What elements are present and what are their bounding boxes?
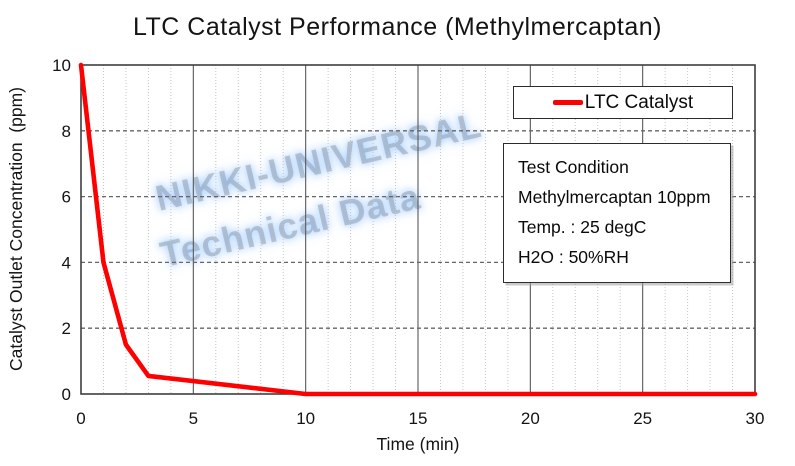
y-tick-label: 0: [62, 385, 71, 404]
test-condition-box: Test Condition Methylmercaptan 10ppm Tem…: [503, 143, 731, 283]
x-tick-label: 0: [76, 409, 85, 428]
legend-label: LTC Catalyst: [584, 91, 694, 113]
x-tick-label: 25: [633, 409, 652, 428]
x-tick-label: 15: [409, 409, 428, 428]
x-tick-label: 10: [296, 409, 315, 428]
y-axis-title-text: Catalyst Outlet Concentration (ppm): [6, 87, 26, 372]
y-tick-label: 6: [62, 188, 71, 207]
x-tick-label: 20: [521, 409, 540, 428]
test-condition-line: Methylmercaptan 10ppm: [518, 187, 711, 207]
series-line: [78, 62, 758, 397]
test-condition-line: H2O : 50%RH: [518, 247, 629, 267]
y-tick-label: 2: [62, 319, 71, 338]
y-tick-label: 10: [52, 56, 71, 75]
y-tick-label: 4: [62, 253, 71, 272]
y-axis-title: Catalyst Outlet Concentration (ppm): [6, 65, 27, 394]
legend: LTC Catalyst: [513, 86, 733, 119]
legend-line-swatch: [552, 100, 583, 105]
chart-title: LTC Catalyst Performance (Methylmercapta…: [132, 13, 663, 41]
y-tick-label: 8: [62, 122, 71, 141]
test-condition-line: Test Condition: [518, 157, 629, 177]
x-tick-label: 5: [189, 409, 198, 428]
test-condition-line: Temp. : 25 degC: [518, 217, 647, 237]
x-axis-title: Time (min): [376, 434, 460, 454]
x-tick-label: 30: [746, 409, 765, 428]
